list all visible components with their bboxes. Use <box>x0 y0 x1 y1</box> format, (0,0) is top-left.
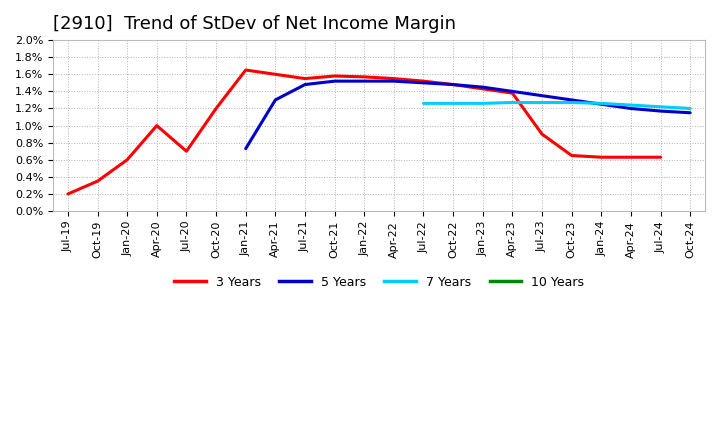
Legend: 3 Years, 5 Years, 7 Years, 10 Years: 3 Years, 5 Years, 7 Years, 10 Years <box>169 271 589 294</box>
Text: [2910]  Trend of StDev of Net Income Margin: [2910] Trend of StDev of Net Income Marg… <box>53 15 456 33</box>
